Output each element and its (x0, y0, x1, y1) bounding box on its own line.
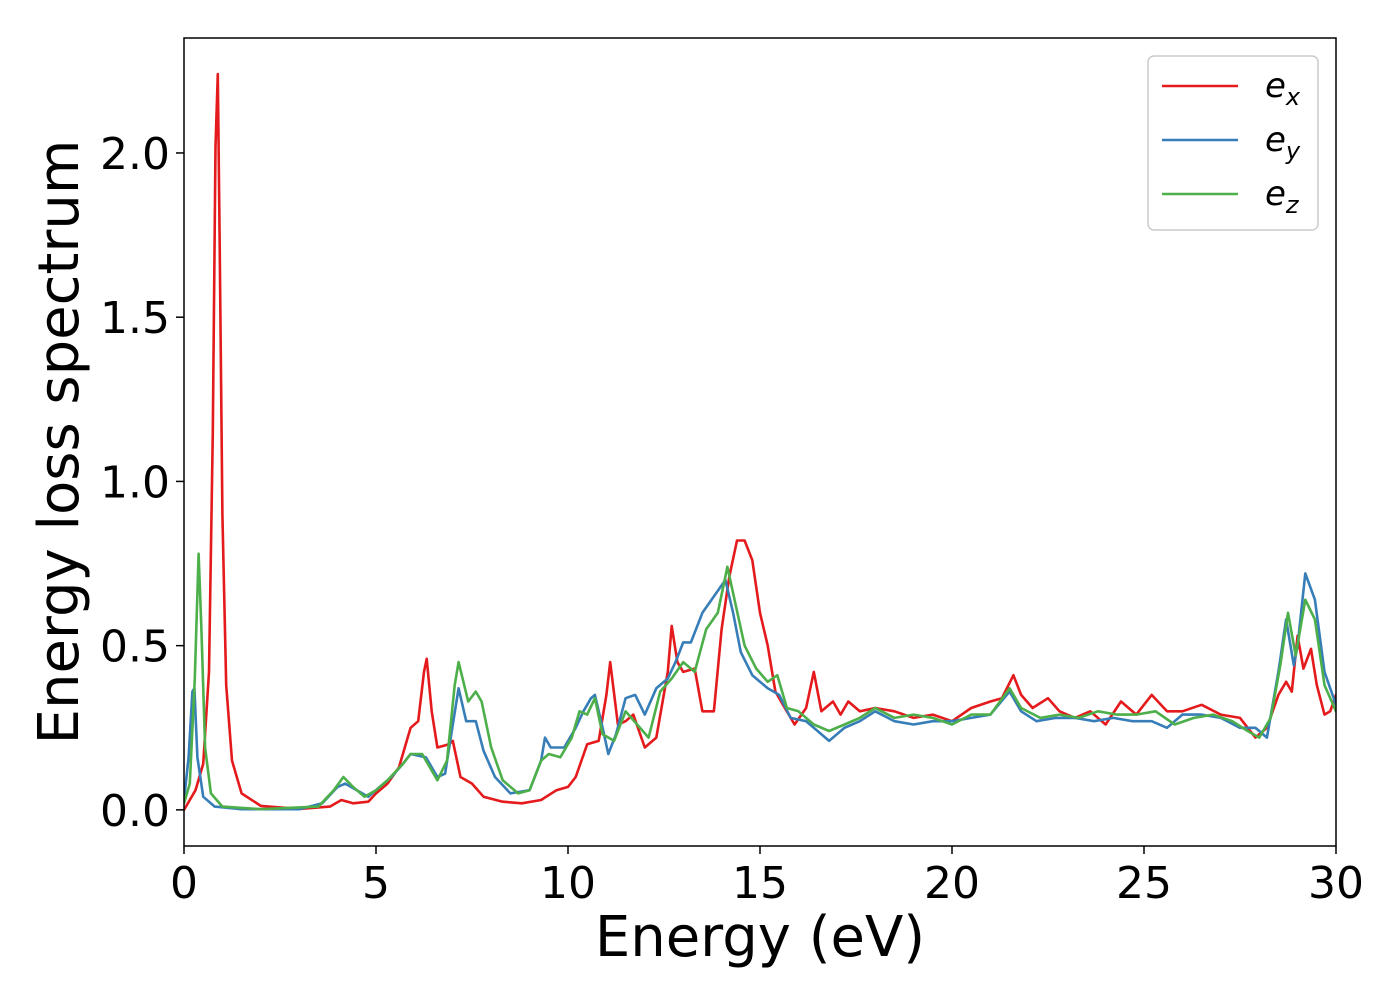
plot-curves (184, 72, 1336, 812)
y-tick-label: 1.5 (100, 293, 170, 344)
y-axis-title: Energy loss spectrum (27, 140, 92, 745)
x-tick-label: 20 (924, 858, 980, 909)
x-tick-label: 0 (170, 858, 198, 909)
x-axis-ticks: 0 5 10 15 20 25 30 (170, 846, 1364, 909)
legend-box (1147, 55, 1319, 231)
legend-label-z: ez (1265, 174, 1300, 219)
y-tick-label: 1.0 (100, 457, 170, 508)
x-tick-label: 15 (732, 858, 788, 909)
legend-label-base: e (1265, 174, 1286, 214)
legend-label-base: e (1265, 120, 1286, 160)
legend-label-base: e (1265, 66, 1286, 106)
y-tick-label: 0.5 (100, 622, 170, 673)
legend-label-x: ex (1265, 66, 1301, 111)
legend-label-y: ey (1265, 120, 1301, 165)
x-tick-label: 5 (362, 858, 390, 909)
y-tick-label: 2.0 (100, 129, 170, 180)
y-axis-ticks: 0.0 0.5 1.0 1.5 2.0 (100, 129, 184, 837)
legend-label-subscript: x (1285, 83, 1301, 111)
x-axis-title: Energy (eV) (595, 905, 925, 970)
y-tick-label: 0.0 (100, 786, 170, 837)
x-tick-label: 25 (1116, 858, 1172, 909)
series-line-e-z (184, 552, 1336, 811)
series-line-e-x (184, 72, 1336, 812)
x-tick-label: 10 (540, 858, 596, 909)
x-tick-label: 30 (1308, 858, 1364, 909)
legend-label-subscript: y (1285, 137, 1301, 165)
legend-label-subscript: z (1285, 191, 1300, 219)
